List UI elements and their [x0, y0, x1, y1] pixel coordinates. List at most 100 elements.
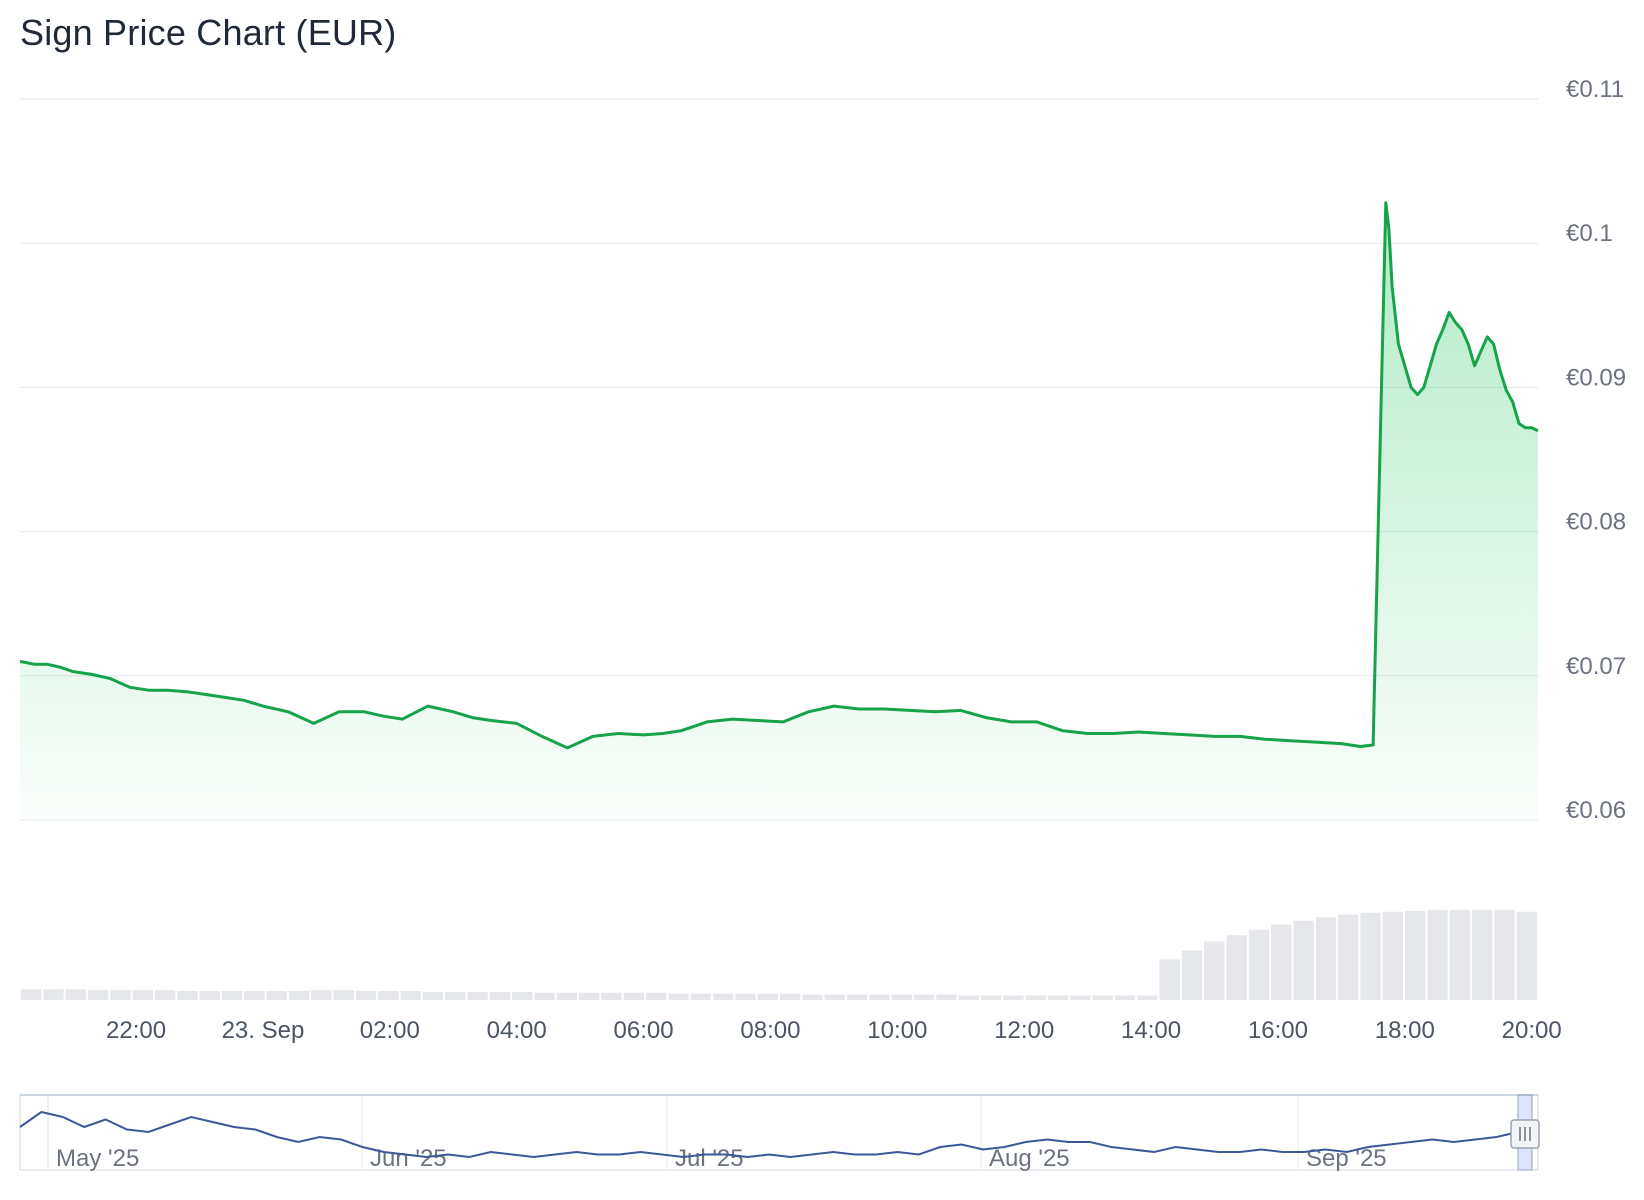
volume-bars	[21, 910, 1537, 1000]
y-tick-label: €0.1	[1566, 220, 1613, 247]
volume-bar	[1204, 941, 1225, 1000]
volume-bar	[556, 992, 578, 1000]
volume-bar	[1047, 995, 1069, 1000]
volume-bar	[512, 991, 533, 1000]
volume-bar	[1382, 911, 1404, 1000]
volume-bar	[445, 991, 466, 1000]
x-axis: 22:00 23. Sep 02:00 04:00 06:00 08:00 10:00 12:…	[106, 1017, 1562, 1044]
y-axis: €0.11 €0.1 €0.09 €0.08 €0.07 €0.06	[1566, 76, 1626, 824]
volume-bar	[601, 992, 622, 1000]
volume-bar	[1427, 910, 1448, 1000]
volume-bar	[891, 994, 912, 1000]
price-area	[20, 202, 1538, 821]
volume-bar	[824, 994, 845, 1000]
volume-bar	[311, 990, 332, 1000]
volume-bar	[936, 994, 957, 1000]
volume-bar	[43, 989, 64, 1000]
price-series-line[interactable]	[19, 201, 1539, 750]
volume-bar	[244, 991, 265, 1000]
volume-bar	[422, 991, 444, 1000]
chart-title: Sign Price Chart (EUR)	[20, 12, 397, 53]
volume-bar	[1360, 912, 1381, 1000]
navigator-month-label: Aug '25	[989, 1145, 1070, 1172]
volume-bar	[1003, 995, 1024, 1000]
volume-bar	[221, 991, 243, 1000]
volume-bar	[1137, 995, 1158, 1000]
volume-bar	[1271, 924, 1292, 1000]
y-tick-label: €0.11	[1566, 76, 1624, 103]
x-tick-label: 04:00	[487, 1017, 547, 1044]
navigator-month-label: Sep '25	[1306, 1145, 1387, 1172]
volume-bar	[757, 993, 778, 1000]
volume-bar	[846, 994, 868, 1000]
x-tick-label: 14:00	[1121, 1017, 1181, 1044]
volume-bar	[1092, 995, 1113, 1000]
navigator-month-label: Jul '25	[675, 1145, 744, 1172]
volume-bar	[1025, 995, 1046, 1000]
volume-bar	[958, 995, 979, 1000]
volume-bar	[534, 992, 555, 1000]
volume-bar	[1070, 995, 1091, 1000]
x-tick-label: 18:00	[1375, 1017, 1435, 1044]
y-tick-label: €0.08	[1566, 509, 1626, 536]
volume-bar	[355, 991, 377, 1000]
volume-bar	[467, 991, 488, 1000]
navigator-series-line	[19, 1110, 1519, 1159]
volume-bar	[1293, 920, 1314, 1000]
x-tick-label: 23. Sep	[222, 1017, 305, 1044]
price-area-fill	[20, 202, 1538, 821]
volume-bar	[869, 994, 890, 1000]
volume-bar	[1226, 935, 1247, 1000]
price-line[interactable]	[19, 201, 1539, 750]
navigator[interactable]: May '25 Jun '25 Jul '25 Aug '25 Sep '25	[19, 1094, 1540, 1172]
volume-bar	[266, 991, 287, 1000]
volume-bar	[1315, 917, 1337, 1000]
volume-bar	[980, 995, 1002, 1000]
volume-bar	[1516, 911, 1537, 1000]
volume-bar	[802, 994, 823, 1000]
x-tick-label: 02:00	[360, 1017, 420, 1044]
volume-bar	[1114, 995, 1136, 1000]
volume-bar	[199, 991, 220, 1000]
volume-bar	[735, 993, 756, 1000]
volume-bar	[110, 990, 131, 1000]
x-tick-label: 16:00	[1248, 1017, 1308, 1044]
volume-bar	[913, 994, 935, 1000]
x-tick-label: 12:00	[994, 1017, 1054, 1044]
volume-bar	[1449, 910, 1471, 1000]
volume-bar	[690, 993, 712, 1000]
volume-bar	[713, 993, 734, 1000]
volume-bar	[21, 989, 42, 1000]
volume-bar	[288, 991, 310, 1000]
volume-bar	[623, 992, 645, 1000]
y-tick-label: €0.09	[1566, 364, 1626, 391]
volume-bar	[177, 991, 198, 1000]
volume-bar	[1338, 914, 1359, 1000]
x-tick-label: 10:00	[867, 1017, 927, 1044]
volume-bar	[1181, 950, 1203, 1000]
volume-bar	[132, 990, 153, 1000]
y-tick-label: €0.07	[1566, 653, 1626, 680]
volume-bar	[65, 989, 86, 1000]
x-tick-label: 20:00	[1502, 1017, 1562, 1044]
volume-bar	[1472, 910, 1493, 1000]
volume-bar	[1494, 910, 1515, 1000]
x-tick-label: 22:00	[106, 1017, 166, 1044]
volume-bar	[1159, 959, 1180, 1000]
volume-bar	[780, 993, 801, 1000]
volume-bar	[1405, 910, 1426, 1000]
volume-bar	[489, 991, 511, 1000]
volume-bar	[87, 990, 109, 1000]
navigator-month-label: Jun '25	[370, 1145, 447, 1172]
volume-bar	[646, 992, 667, 1000]
volume-bar	[154, 990, 176, 1000]
volume-bar	[579, 992, 600, 1000]
x-tick-label: 06:00	[614, 1017, 674, 1044]
volume-bar	[1248, 929, 1270, 1000]
navigator-month-label: May '25	[56, 1145, 139, 1172]
y-tick-label: €0.06	[1566, 797, 1626, 824]
volume-bar	[333, 990, 354, 1000]
x-tick-label: 08:00	[740, 1017, 800, 1044]
volume-bar	[668, 993, 689, 1000]
